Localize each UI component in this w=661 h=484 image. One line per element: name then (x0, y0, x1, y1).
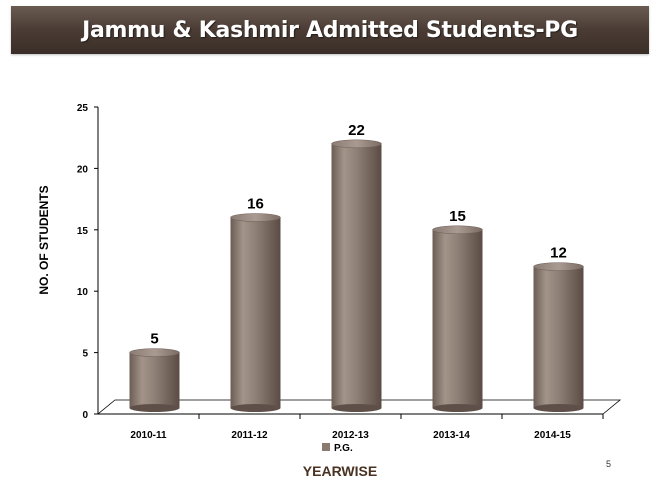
bar-base (432, 404, 483, 412)
x-tick-label: 2010-11 (130, 430, 167, 441)
y-tick-label: 10 (77, 287, 89, 298)
x-tick-label: 2011-12 (231, 430, 268, 441)
y-tick-label: 5 (82, 349, 88, 360)
bar-body (230, 217, 281, 408)
x-ticks: 2010-11 2011-12 2012-13 2013-14 2014-15 (130, 414, 604, 441)
data-labels: 5 16 22 15 12 (150, 122, 567, 348)
bar-base (331, 404, 382, 412)
bars (129, 139, 584, 412)
x-tick-label: 2012-13 (332, 430, 369, 441)
y-tick-label: 25 (77, 103, 89, 114)
bar (432, 225, 483, 412)
bar-base (129, 404, 180, 412)
y-axis-label: NO. OF STUDENTS (37, 185, 51, 294)
data-label: 22 (348, 122, 365, 139)
y-tick-label: 20 (77, 164, 89, 175)
bar-cap (230, 213, 281, 222)
title-bar: Jammu & Kashmir Admitted Students-PG (11, 6, 649, 54)
legend-swatch (322, 443, 330, 451)
bar-cap (432, 225, 483, 235)
slide-title: Jammu & Kashmir Admitted Students-PG (82, 17, 578, 43)
x-tick-label: 2013-14 (433, 430, 470, 441)
bar-base (230, 404, 281, 412)
bar-body (331, 143, 382, 408)
data-label: 12 (550, 245, 567, 262)
y-ticks: 0 5 10 15 20 25 (77, 103, 98, 421)
legend-label: P.G. (334, 443, 353, 454)
x-tick-label: 2014-15 (534, 430, 571, 441)
bar-body (533, 266, 584, 408)
bar (533, 262, 584, 412)
bar-cap (331, 139, 382, 149)
bar-base (533, 404, 584, 412)
bar-cap (533, 262, 584, 271)
bar-body (432, 229, 483, 408)
y-tick-label: 0 (82, 410, 88, 421)
bar-body (129, 352, 180, 408)
bar (331, 139, 382, 412)
y-tick-label: 15 (77, 226, 89, 237)
bar (230, 213, 281, 412)
x-axis-label: YEARWISE (303, 463, 377, 479)
data-label: 15 (449, 208, 466, 225)
data-label: 16 (247, 196, 264, 213)
bar (129, 348, 180, 412)
page-number: 5 (606, 459, 612, 469)
bar-cap (129, 348, 180, 357)
data-label: 5 (150, 331, 158, 348)
